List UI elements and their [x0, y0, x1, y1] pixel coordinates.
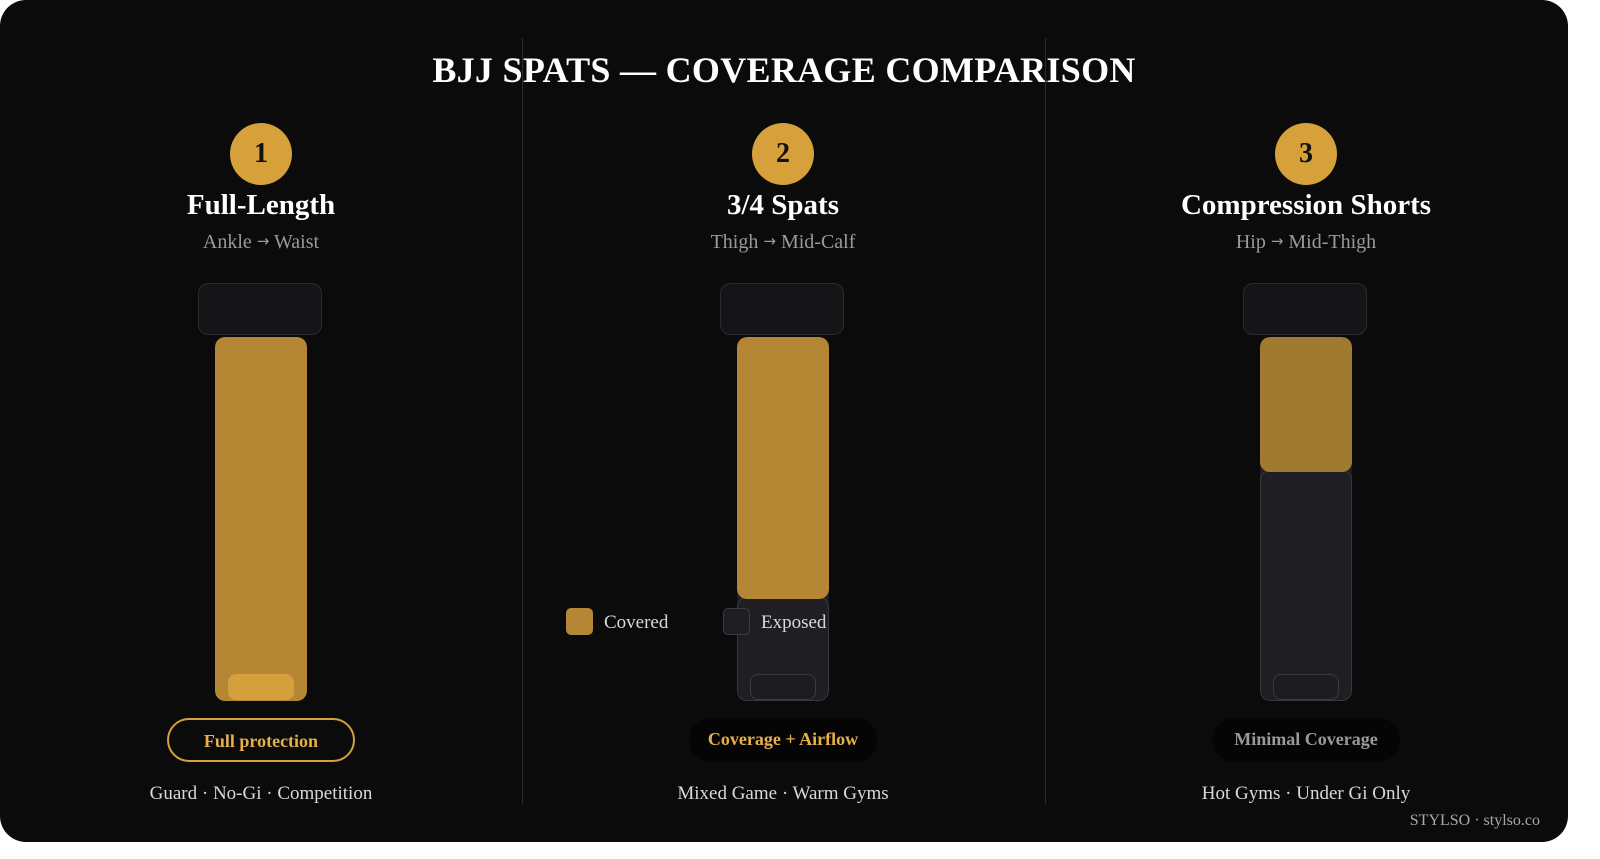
ankle-cuff: [750, 674, 816, 700]
legend: Covered Exposed: [566, 608, 866, 638]
number-badge: 2: [752, 123, 814, 185]
range-to: Mid-Calf: [780, 231, 856, 253]
column-divider: [522, 38, 523, 804]
waistband: [198, 283, 322, 335]
arrow-right-icon: →: [1270, 232, 1284, 250]
column-title: Full-Length: [186, 189, 336, 221]
exposed-region: [1260, 470, 1352, 701]
number-badge: 1: [230, 123, 292, 185]
column-divider: [1045, 38, 1046, 804]
legend-label: Exposed: [761, 612, 827, 633]
covered-region: [215, 337, 307, 701]
coverage-range: Thigh → Mid-Calf: [522, 229, 1044, 256]
infographic-card: BJJ SPATS — COVERAGE COMPARISON 1 Full-L…: [0, 0, 1568, 842]
covered-region: [737, 337, 829, 599]
use-cases: Hot Gyms · Under Gi Only: [1201, 783, 1411, 804]
coverage-range: Hip → Mid-Thigh: [1045, 229, 1567, 256]
leg-diagram: [215, 337, 307, 701]
leg-diagram: [737, 337, 829, 701]
column-full-length: 1 Full-Length Ankle → Waist Full protect…: [0, 0, 522, 842]
leg-diagram: [1260, 337, 1352, 701]
coverage-tag: Coverage + Airflow: [689, 718, 877, 762]
column-compression-shorts: 3 Compression Shorts Hip → Mid-Thigh Min…: [1045, 0, 1567, 842]
number-badge: 3: [1275, 123, 1337, 185]
range-to: Waist: [274, 231, 320, 253]
column-title: Compression Shorts: [1180, 189, 1432, 221]
range-from: Thigh: [710, 231, 759, 253]
covered-swatch: [566, 608, 593, 635]
column-three-quarter: 2 3/4 Spats Thigh → Mid-Calf Coverage + …: [522, 0, 1044, 842]
coverage-range: Ankle → Waist: [0, 229, 522, 256]
range-from: Hip: [1235, 231, 1266, 253]
coverage-tag: Minimal Coverage: [1212, 718, 1400, 762]
waistband: [720, 283, 844, 335]
range-from: Ankle: [202, 231, 252, 253]
ankle-cuff: [1273, 674, 1339, 700]
legend-label: Covered: [604, 612, 669, 633]
use-cases: Guard · No-Gi · Competition: [149, 783, 373, 804]
covered-region: [1260, 337, 1352, 472]
exposed-swatch: [723, 608, 750, 635]
range-to: Mid-Thigh: [1288, 231, 1377, 253]
arrow-right-icon: →: [763, 232, 776, 250]
waistband: [1243, 283, 1367, 335]
column-title: 3/4 Spats: [726, 189, 839, 221]
arrow-right-icon: →: [256, 232, 270, 250]
footer-credit: STYLSO · stylso.co: [1409, 812, 1540, 829]
ankle-cuff: [228, 674, 294, 700]
coverage-tag: Full protection: [167, 718, 355, 762]
page-title: BJJ SPATS — COVERAGE COMPARISON: [432, 50, 1136, 90]
use-cases: Mixed Game · Warm Gyms: [677, 783, 889, 804]
